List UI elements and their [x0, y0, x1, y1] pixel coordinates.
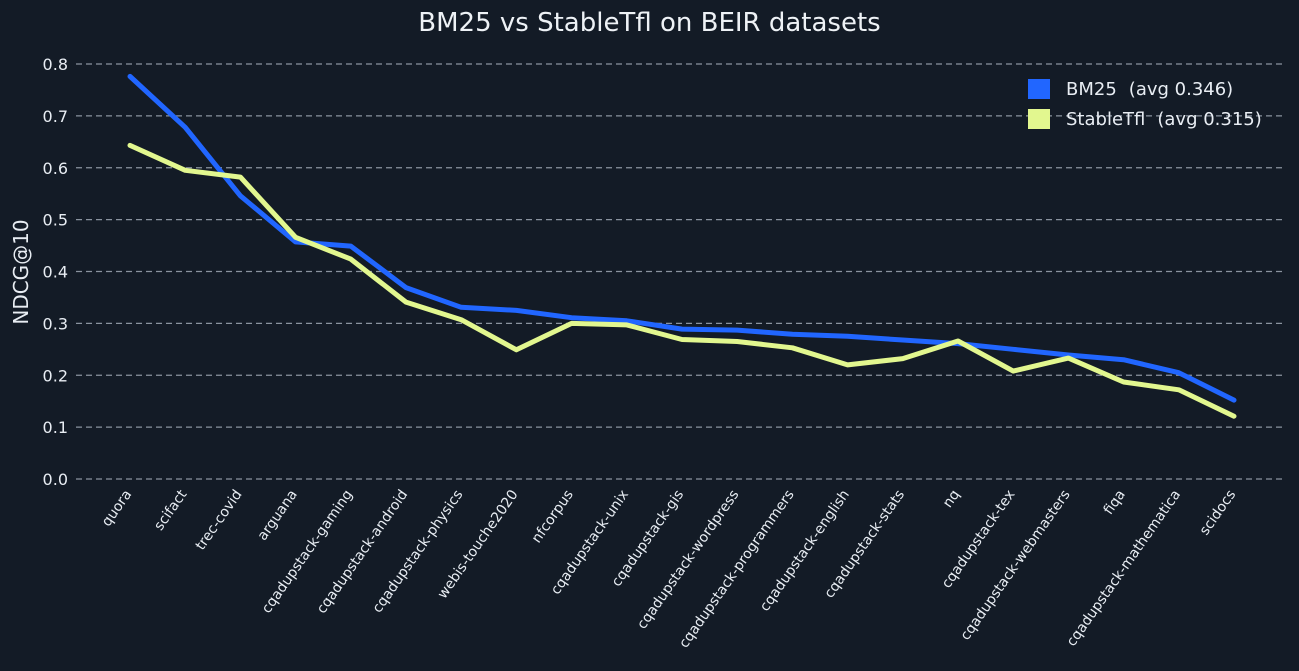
y-tick-labels: 0.0 0.1 0.2 0.3 0.4 0.5 0.6 0.7 0.8	[43, 55, 68, 489]
y-tick-label: 0.7	[43, 107, 68, 126]
y-tick-label: 0.1	[43, 418, 68, 437]
x-tick-label: quora	[99, 487, 135, 529]
chart-title: BM25 vs StableTfl on BEIR datasets	[418, 8, 881, 38]
y-tick-label: 0.5	[43, 211, 68, 230]
x-tick-label: cqadupstack-wordpress	[634, 487, 742, 632]
x-tick-label: trec-covid	[193, 487, 246, 553]
y-tick-label: 0.3	[43, 314, 68, 333]
legend-swatch-bm25	[1028, 79, 1050, 99]
x-tick-label: cqadupstack-mathematica	[1064, 487, 1184, 649]
legend-avg-stabletfl: (avg 0.315)	[1157, 108, 1262, 130]
y-tick-label: 0.8	[43, 55, 68, 74]
legend-item-bm25: BM25 (avg 0.346)	[1028, 74, 1262, 104]
x-tick-label: nq	[940, 487, 963, 511]
legend-swatch-stabletfl	[1028, 109, 1050, 129]
legend-label-stabletfl: StableTfl	[1066, 108, 1146, 130]
series-lines	[127, 73, 1237, 419]
x-tick-label: nfcorpus	[529, 487, 577, 546]
y-tick-label: 0.0	[43, 470, 68, 489]
x-tick-label: fiqa	[1101, 487, 1129, 518]
x-tick-label: scifact	[151, 487, 191, 534]
x-tick-label: cqadupstack-programmers	[676, 487, 798, 651]
x-tick-label: arguana	[255, 487, 301, 544]
legend-label-bm25: BM25	[1066, 78, 1117, 100]
y-tick-label: 0.6	[43, 159, 68, 178]
legend: BM25 (avg 0.346) StableTfl (avg 0.315)	[1028, 74, 1262, 134]
x-tick-label: scidocs	[1197, 487, 1240, 538]
legend-item-stabletfl: StableTfl (avg 0.315)	[1028, 104, 1262, 134]
x-tick-label: cqadupstack-webmasters	[958, 487, 1074, 643]
series-line-stabletfl	[127, 142, 1237, 419]
y-axis-label: NDCG@10	[9, 219, 33, 324]
y-tick-label: 0.4	[43, 263, 68, 282]
y-tick-label: 0.2	[43, 366, 68, 385]
x-tick-labels: quora scifact trec-covid arguana cqadupstack…	[99, 487, 1239, 651]
legend-avg-bm25: (avg 0.346)	[1128, 78, 1234, 100]
